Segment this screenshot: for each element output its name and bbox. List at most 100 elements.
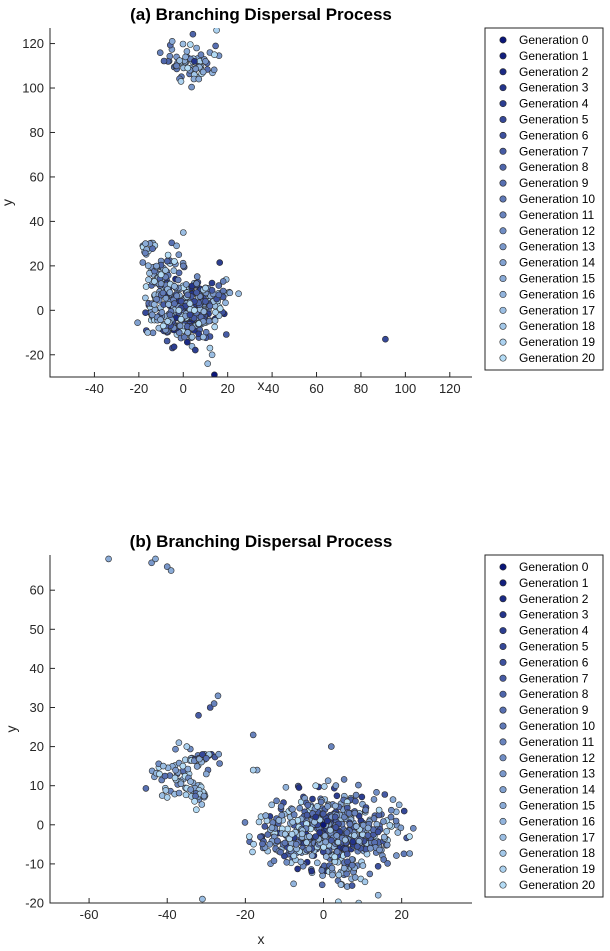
legend-item: Generation 7 [499,144,589,158]
data-point [374,862,382,870]
data-point [384,860,391,867]
data-point [346,820,354,828]
legend-label: Generation 6 [519,655,589,669]
data-point [180,262,187,270]
legend-item: Generation 18 [499,319,595,333]
legend-item: Generation 15 [499,272,595,286]
legend-item: Generation 17 [499,830,595,844]
legend-marker [499,865,507,873]
data-point [160,57,168,65]
data-point [177,780,185,788]
data-point [370,796,378,803]
data-point [317,798,325,806]
data-point [144,329,151,336]
legend-item: Generation 19 [499,335,595,349]
data-point [400,850,408,858]
legend-marker [499,770,507,778]
legend-marker [499,833,507,841]
y-tick-label: -20 [25,896,44,911]
data-point [188,333,196,341]
data-point [204,360,211,368]
data-point [345,809,353,817]
data-point [329,871,336,879]
legend-label: Generation 20 [519,351,595,365]
data-point [308,852,316,859]
legend-label: Generation 13 [519,240,595,254]
legend-item: Generation 1 [499,576,589,590]
legend-label: Generation 19 [519,335,595,349]
data-point [202,57,209,65]
chart-a: (a) Branching Dispersal Process -40 -20 0 2… [0,5,604,396]
legend-label: Generation 15 [519,799,595,813]
data-point [173,292,181,300]
y-tick-label: 100 [22,81,44,96]
data-point [318,867,326,874]
data-point [392,817,400,825]
data-point [214,692,222,700]
data-point [148,559,155,567]
data-point [183,743,191,750]
data-point [193,763,201,770]
data-point [192,65,199,73]
data-point [333,832,341,839]
y-tick-label: 80 [30,125,44,140]
data-point [156,770,163,778]
legend-label: Generation 20 [519,878,595,892]
legend-label: Generation 1 [519,576,589,590]
data-point [196,755,203,763]
data-point [290,852,298,860]
legend-label: Generation 7 [519,671,589,685]
legend-marker [499,36,507,44]
legend-marker [499,881,507,889]
data-point [142,294,149,302]
data-point [151,278,158,285]
y-tick-label: 60 [30,169,44,184]
data-point [184,765,192,773]
legend-item: Generation 2 [499,592,589,606]
data-point [142,240,149,247]
legend-label: Generation 8 [519,687,589,701]
data-point [162,266,169,274]
x-tick-label: 80 [354,381,368,396]
legend-item: Generation 13 [499,240,595,254]
data-point [305,833,313,840]
data-point [160,322,167,330]
data-point [352,823,360,830]
data-point [286,845,294,852]
data-point [358,793,366,801]
data-point [331,853,339,861]
data-point [192,346,199,354]
x-tick-label: -40 [85,381,104,396]
legend-item: Generation 5 [499,112,589,126]
data-point [374,891,382,899]
data-point [255,818,263,826]
legend-marker [499,115,507,123]
legend-item: Generation 19 [499,862,595,876]
data-point [153,262,160,270]
data-point [351,874,359,881]
data-point [157,271,165,279]
data-point [351,809,359,817]
data-point [381,791,389,798]
legend-label: Generation 11 [519,208,594,222]
data-point [268,801,276,809]
data-point [406,833,413,840]
legend-label: Generation 18 [519,846,595,860]
legend-label: Generation 19 [519,862,595,876]
data-point [312,782,320,790]
data-point [195,320,203,327]
data-point [184,291,191,299]
x-tick-label: 40 [265,381,279,396]
data-point [153,295,160,303]
legend-item: Generation 11 [499,208,594,222]
data-point [277,848,284,856]
legend-label: Generation 7 [519,144,589,158]
data-point [389,796,397,803]
data-point [332,824,340,831]
data-point [170,267,178,275]
data-point [394,829,402,836]
data-point [361,878,369,886]
data-point [168,37,176,45]
data-point [160,762,167,770]
legend-label: Generation 2 [519,65,589,79]
